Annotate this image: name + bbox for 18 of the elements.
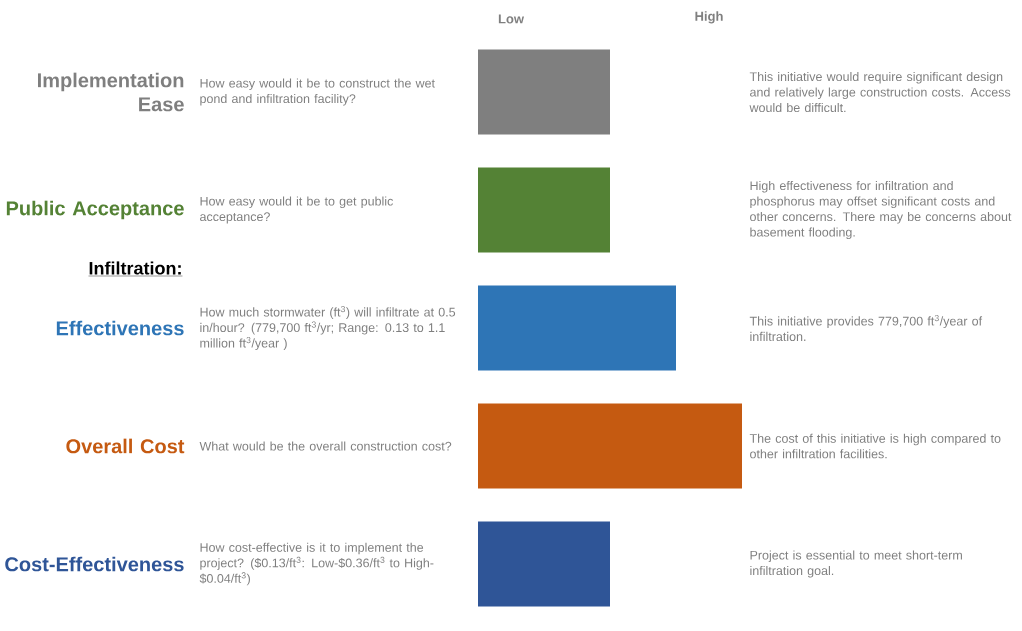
y-tick-label: Public Acceptance <box>6 200 184 220</box>
text: Infiltration: <box>89 261 181 275</box>
text: High effectiveness for infiltration and phosphorus may offset significant costs and other concerns. There may be concerns about basement flooding. <box>750 180 1012 240</box>
text: High <box>695 11 723 24</box>
text: The cost of this initiative is high compared to other infiltration facilities. <box>749 433 1001 459</box>
text: Low <box>498 14 525 24</box>
text: This initiative would require significant design and relatively large construction costs. Access would be difficult. <box>749 71 1011 113</box>
y-tick-label: Overall Cost <box>66 438 185 454</box>
text: How much stormwater (ft$^{3}$) will infiltrate at 0.5 in/hour? (779,700 ft$^{3}$/yr; Range: 0.13 to 1.1 million ft$^{3}$/year ) <box>200 305 456 351</box>
text: How cost-effective is it to implement the project? ($0.13/ft$^{3}$: Low-$0.36/ft$^{3}$ to High-$0.04/ft$^{3}$) <box>199 542 434 586</box>
text: How easy would it be to construct the wet pond and infiltration facility? <box>200 78 435 106</box>
y-tick-label: Effectiveness <box>56 320 184 336</box>
text: Project is essential to meet short-term infiltration goal. <box>750 550 962 578</box>
text: This initiative provides 779,700 ft$^{3}$/year of infiltration. <box>749 314 983 342</box>
text: How easy would it be to get public acceptance? <box>200 196 393 224</box>
y-tick-label: Implementation Ease <box>38 72 184 112</box>
text: What would be the overall construction cost? <box>199 441 452 451</box>
y-tick-label: Cost-Effectiveness <box>5 556 184 572</box>
